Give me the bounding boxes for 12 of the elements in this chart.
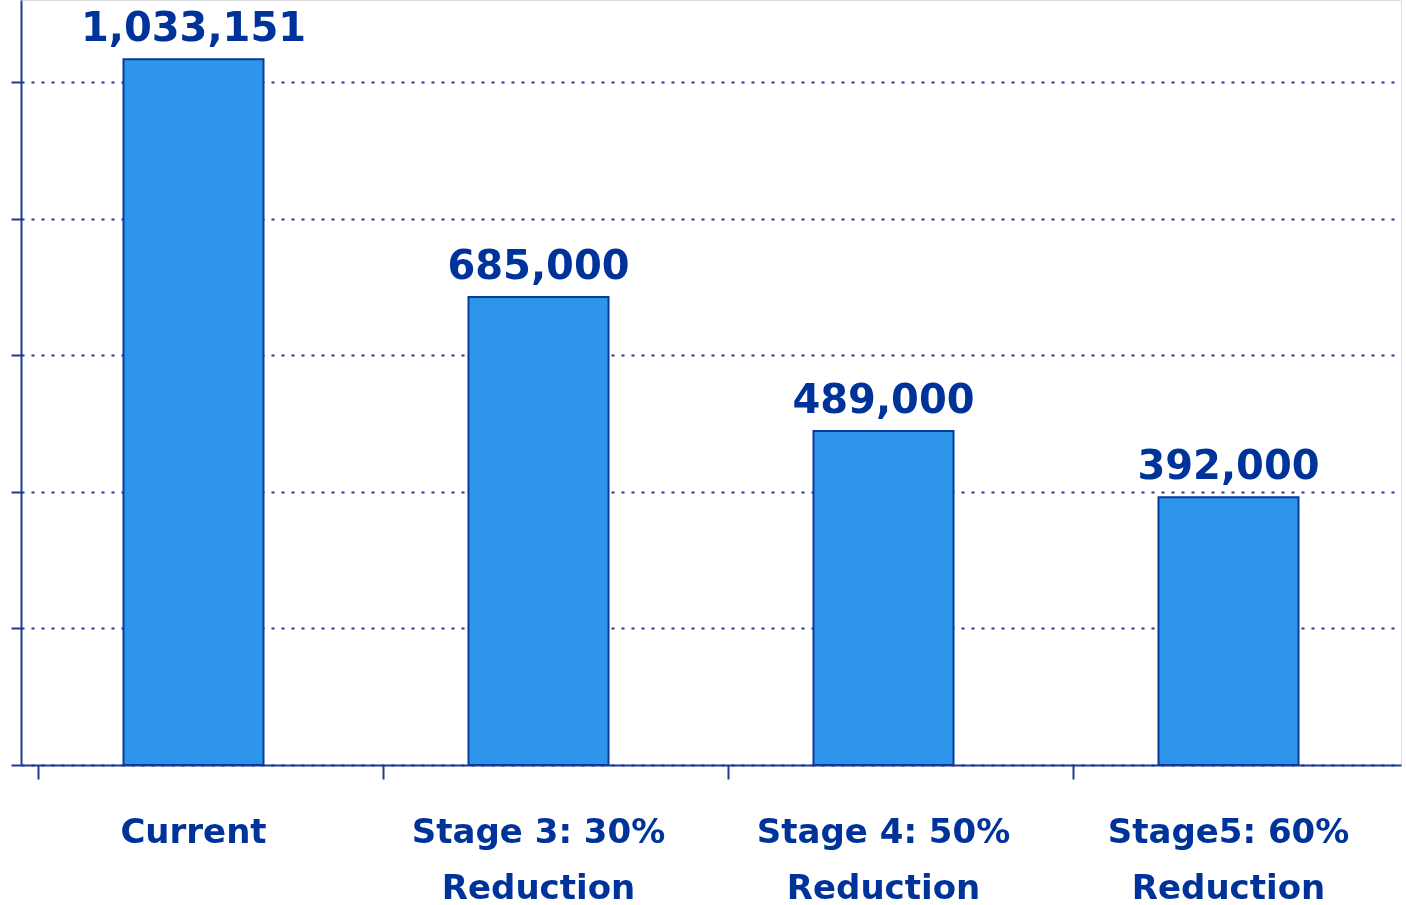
x-tick-label: Current [120, 810, 267, 851]
bar [1157, 496, 1300, 766]
data-label: 1,033,151 [80, 4, 307, 51]
x-tick-label: Stage5: 60% Reduction [1107, 810, 1350, 905]
data-label: 392,000 [1137, 442, 1320, 489]
x-tick-label: Stage 4: 50% Reduction [756, 810, 1011, 905]
bar [467, 296, 610, 766]
data-label: 489,000 [792, 376, 975, 422]
bar [812, 430, 955, 766]
x-tick-label: Stage 3: 30% Reduction [411, 810, 666, 905]
data-label: 685,000 [447, 242, 630, 289]
bar [122, 58, 265, 766]
